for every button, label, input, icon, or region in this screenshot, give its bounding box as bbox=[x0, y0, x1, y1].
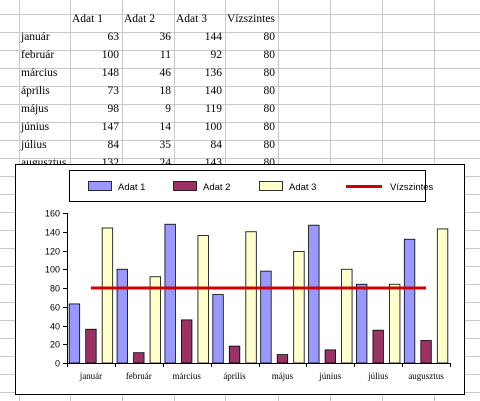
chart-area[interactable]: Adat 1 Adat 2 Adat 3 Vízszintes 0 20 40 60 80 100… bbox=[15, 164, 465, 395]
bar-adat-1[interactable] bbox=[212, 294, 224, 364]
data-cell[interactable]: 80 bbox=[263, 67, 276, 79]
bar-adat-1[interactable] bbox=[356, 283, 368, 364]
data-cell[interactable]: 92 bbox=[210, 49, 223, 61]
bar-adat-1[interactable] bbox=[164, 223, 176, 364]
y-tick-label: 0 bbox=[55, 359, 60, 369]
y-tick-label: 40 bbox=[50, 322, 60, 332]
row-label[interactable]: május bbox=[21, 103, 49, 115]
bar-adat-2[interactable] bbox=[181, 319, 193, 364]
bar-adat-3[interactable] bbox=[149, 276, 161, 364]
row-label[interactable]: január bbox=[21, 31, 50, 43]
row-label[interactable]: július bbox=[21, 139, 47, 151]
bar-adat-1[interactable] bbox=[68, 303, 81, 364]
column-header[interactable]: Adat 2 bbox=[124, 13, 155, 25]
y-tick-label: 60 bbox=[50, 303, 60, 313]
x-tick-label: április bbox=[223, 371, 246, 381]
y-tick-label: 20 bbox=[50, 340, 60, 350]
data-cell[interactable]: 84 bbox=[210, 139, 223, 151]
row-label[interactable]: június bbox=[21, 121, 50, 133]
x-tick-label: január bbox=[79, 371, 103, 381]
x-tick-label: augusztus bbox=[408, 371, 444, 381]
data-cell[interactable]: 84 bbox=[107, 139, 120, 151]
chart-legend[interactable]: Adat 1 Adat 2 Adat 3 Vízszintes bbox=[69, 170, 434, 202]
row-label[interactable]: február bbox=[21, 49, 55, 61]
y-tick-label: 160 bbox=[45, 209, 60, 219]
x-tick-label: március bbox=[172, 371, 201, 381]
bar-line-chart: Adat 1 Adat 2 Adat 3 Vízszintes 0 20 40 60 80 100… bbox=[45, 170, 451, 381]
data-cell[interactable]: 80 bbox=[263, 157, 276, 169]
legend-swatch bbox=[88, 181, 112, 191]
bar-adat-3[interactable] bbox=[293, 251, 305, 364]
data-cell[interactable]: 136 bbox=[204, 67, 222, 79]
y-tick-label: 120 bbox=[45, 247, 60, 257]
data-cell[interactable]: 148 bbox=[101, 67, 119, 79]
legend-swatch bbox=[173, 181, 197, 191]
data-cell[interactable]: 100 bbox=[101, 49, 119, 61]
bar-adat-1[interactable] bbox=[403, 238, 416, 364]
bar-adat-2[interactable] bbox=[420, 340, 432, 364]
x-tick-label: július bbox=[367, 371, 389, 381]
data-cell[interactable]: 80 bbox=[263, 85, 276, 97]
y-tick-label: 80 bbox=[50, 284, 60, 294]
data-cell[interactable]: 80 bbox=[263, 31, 276, 43]
bar-adat-2[interactable] bbox=[228, 345, 241, 364]
x-tick-label: február bbox=[126, 371, 152, 381]
data-cell[interactable]: 73 bbox=[107, 85, 120, 97]
data-cell[interactable]: 80 bbox=[263, 103, 276, 115]
row-label[interactable]: április bbox=[21, 85, 50, 97]
data-cell[interactable]: 80 bbox=[263, 139, 276, 151]
data-cell[interactable]: 98 bbox=[107, 103, 120, 115]
legend-label: Adat 1 bbox=[118, 182, 145, 193]
x-tick-label: június bbox=[318, 371, 342, 381]
bar-adat-3[interactable] bbox=[245, 231, 257, 364]
bar-adat-2[interactable] bbox=[85, 328, 97, 364]
bar-adat-1[interactable] bbox=[260, 270, 272, 364]
column-header[interactable]: Adat 3 bbox=[176, 13, 207, 25]
data-cell[interactable]: 18 bbox=[159, 85, 172, 97]
bar-adat-3[interactable] bbox=[197, 235, 209, 364]
bar-adat-3[interactable] bbox=[389, 283, 401, 364]
row-label[interactable]: március bbox=[21, 67, 58, 79]
data-cell[interactable]: 140 bbox=[204, 85, 222, 97]
bar-adat-3[interactable] bbox=[436, 228, 449, 364]
bar-adat-2[interactable] bbox=[372, 329, 384, 364]
data-cell[interactable]: 80 bbox=[263, 121, 276, 133]
data-cell[interactable]: 35 bbox=[159, 139, 172, 151]
data-cell[interactable]: 147 bbox=[101, 121, 119, 133]
x-tick-label: május bbox=[272, 371, 294, 381]
data-cell[interactable]: 11 bbox=[159, 49, 171, 61]
bar-adat-1[interactable] bbox=[308, 224, 320, 364]
bar-adat-2[interactable] bbox=[324, 349, 336, 364]
data-cell[interactable]: 80 bbox=[263, 49, 276, 61]
data-cell[interactable]: 14 bbox=[159, 121, 172, 133]
legend-label: Vízszintes bbox=[390, 182, 434, 193]
legend-label: Adat 2 bbox=[203, 182, 230, 193]
data-cell[interactable]: 9 bbox=[165, 103, 171, 115]
bar-adat-1[interactable] bbox=[116, 268, 128, 364]
bar-adat-2[interactable] bbox=[276, 354, 289, 364]
y-tick-label: 100 bbox=[45, 265, 60, 275]
data-cell[interactable]: 24 bbox=[159, 157, 172, 169]
data-cell[interactable]: 36 bbox=[159, 31, 172, 43]
legend-label: Adat 3 bbox=[289, 182, 316, 193]
data-cell[interactable]: 46 bbox=[159, 67, 172, 79]
bar-adat-3[interactable] bbox=[101, 227, 114, 364]
column-header[interactable]: Adat 1 bbox=[72, 13, 103, 25]
data-cell[interactable]: 63 bbox=[107, 31, 120, 43]
legend-swatch bbox=[259, 181, 283, 191]
data-cell[interactable]: 100 bbox=[204, 121, 222, 133]
bar-adat-2[interactable] bbox=[133, 352, 145, 364]
column-header[interactable]: Vízszintes bbox=[227, 13, 275, 25]
data-cell[interactable]: 144 bbox=[204, 31, 222, 43]
y-tick-label: 140 bbox=[45, 228, 60, 238]
data-cell[interactable]: 119 bbox=[205, 103, 222, 115]
bar-adat-3[interactable] bbox=[341, 268, 353, 364]
